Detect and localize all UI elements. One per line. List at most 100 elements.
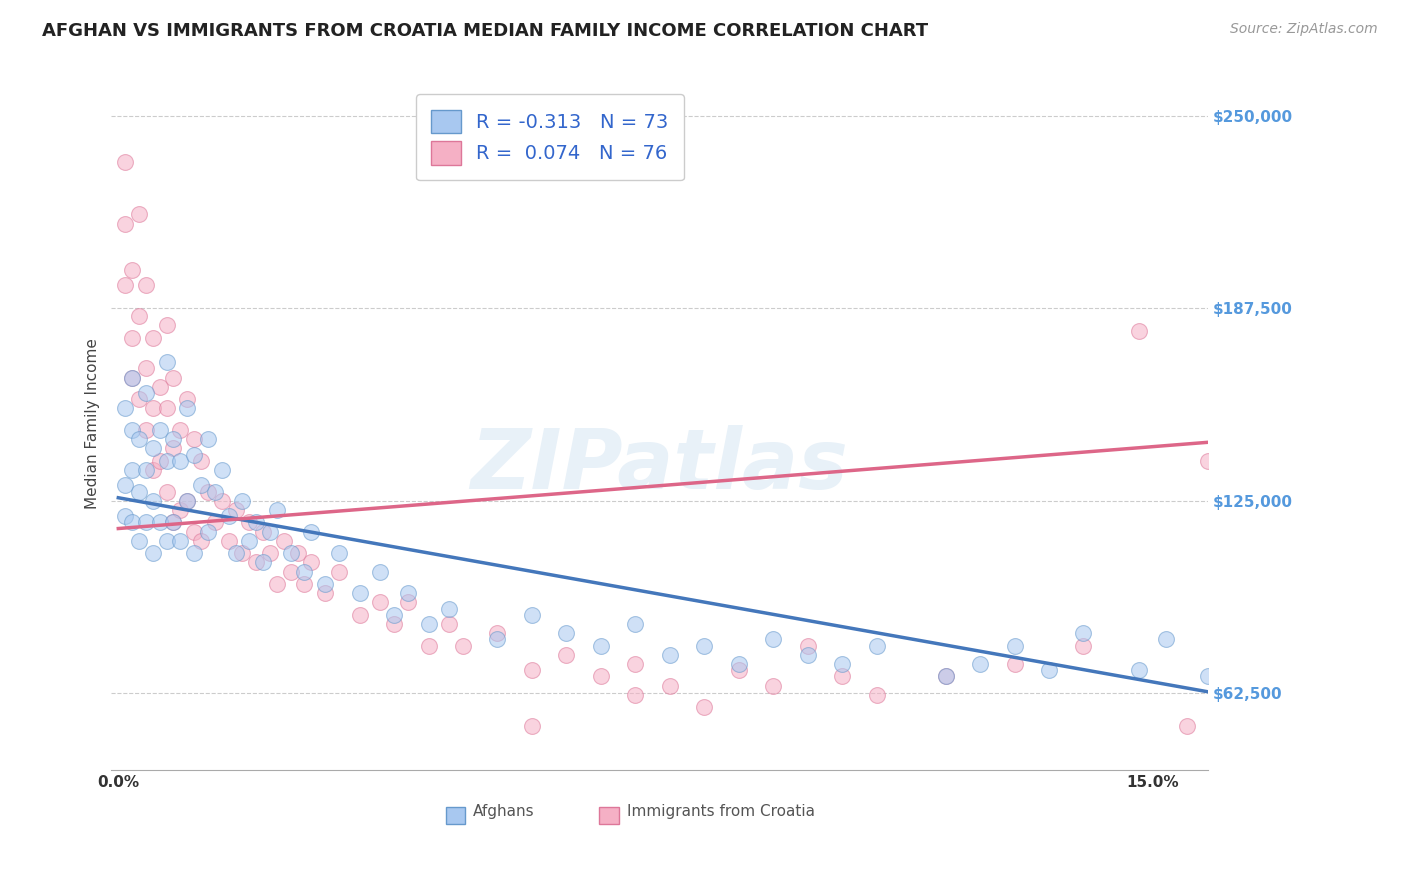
Point xyxy=(128,392,150,407)
Point xyxy=(183,432,205,446)
Point xyxy=(155,318,177,333)
Point xyxy=(259,546,281,560)
Point xyxy=(197,484,219,499)
Point xyxy=(128,207,150,221)
Point xyxy=(155,355,177,369)
Point xyxy=(114,278,136,293)
Point xyxy=(589,639,612,653)
Point xyxy=(162,432,184,446)
Point xyxy=(169,503,191,517)
Point xyxy=(349,607,371,622)
Point xyxy=(176,401,198,416)
Point xyxy=(169,423,191,437)
Y-axis label: Median Family Income: Median Family Income xyxy=(86,338,100,509)
Point xyxy=(935,669,957,683)
Point xyxy=(866,639,889,653)
Point xyxy=(624,617,647,632)
Point xyxy=(114,478,136,492)
Point xyxy=(162,516,184,530)
Point xyxy=(238,516,260,530)
Point xyxy=(155,401,177,416)
Point xyxy=(349,586,371,600)
Point xyxy=(935,669,957,683)
Point xyxy=(727,657,749,671)
Point xyxy=(142,546,165,560)
Point xyxy=(368,565,391,579)
Point xyxy=(218,509,240,524)
Point xyxy=(294,577,316,591)
Point xyxy=(762,679,785,693)
Text: Source: ZipAtlas.com: Source: ZipAtlas.com xyxy=(1230,22,1378,37)
Point xyxy=(520,663,543,677)
Point xyxy=(796,648,818,662)
Point xyxy=(135,386,157,401)
Point xyxy=(190,478,212,492)
Point xyxy=(328,565,350,579)
Point xyxy=(1004,657,1026,671)
Point xyxy=(451,639,474,653)
Point xyxy=(238,533,260,548)
Point xyxy=(1038,663,1060,677)
Point xyxy=(299,556,322,570)
Point xyxy=(142,331,165,345)
Point xyxy=(121,263,143,277)
Point xyxy=(1073,626,1095,640)
Point xyxy=(1004,639,1026,653)
Point xyxy=(382,607,405,622)
Point xyxy=(135,516,157,530)
Point xyxy=(259,524,281,539)
Point xyxy=(121,463,143,477)
Point xyxy=(149,516,172,530)
Point xyxy=(204,484,226,499)
Point xyxy=(969,657,991,671)
Point xyxy=(273,533,295,548)
Bar xyxy=(446,806,465,824)
Point xyxy=(176,392,198,407)
Point xyxy=(624,688,647,702)
Point xyxy=(121,423,143,437)
Point xyxy=(396,595,419,609)
Point xyxy=(314,577,336,591)
Point xyxy=(162,370,184,384)
Point xyxy=(197,432,219,446)
Point xyxy=(555,648,578,662)
Text: ZIPatlas: ZIPatlas xyxy=(471,425,848,506)
Point xyxy=(486,626,509,640)
Point xyxy=(231,493,253,508)
Point xyxy=(287,546,309,560)
Point xyxy=(520,718,543,732)
Point xyxy=(1128,663,1150,677)
Point xyxy=(149,454,172,468)
Point xyxy=(1154,632,1177,647)
Point xyxy=(589,669,612,683)
Point xyxy=(114,401,136,416)
Point xyxy=(314,586,336,600)
Point xyxy=(211,463,233,477)
Point xyxy=(155,454,177,468)
Point xyxy=(155,533,177,548)
Point xyxy=(142,442,165,456)
Point xyxy=(135,423,157,437)
Point xyxy=(218,533,240,548)
Point xyxy=(142,463,165,477)
Point xyxy=(176,493,198,508)
Point xyxy=(121,370,143,384)
Point xyxy=(128,309,150,323)
Point xyxy=(520,607,543,622)
Point xyxy=(439,617,461,632)
Point xyxy=(245,556,267,570)
Point xyxy=(135,278,157,293)
Point xyxy=(231,546,253,560)
Point xyxy=(796,639,818,653)
Point xyxy=(114,509,136,524)
Text: Immigrants from Croatia: Immigrants from Croatia xyxy=(627,805,814,820)
Point xyxy=(121,370,143,384)
Point xyxy=(225,546,247,560)
Point xyxy=(128,484,150,499)
Point xyxy=(418,617,440,632)
Point xyxy=(368,595,391,609)
Point xyxy=(396,586,419,600)
Point xyxy=(252,524,274,539)
Point xyxy=(211,493,233,508)
Point xyxy=(197,524,219,539)
